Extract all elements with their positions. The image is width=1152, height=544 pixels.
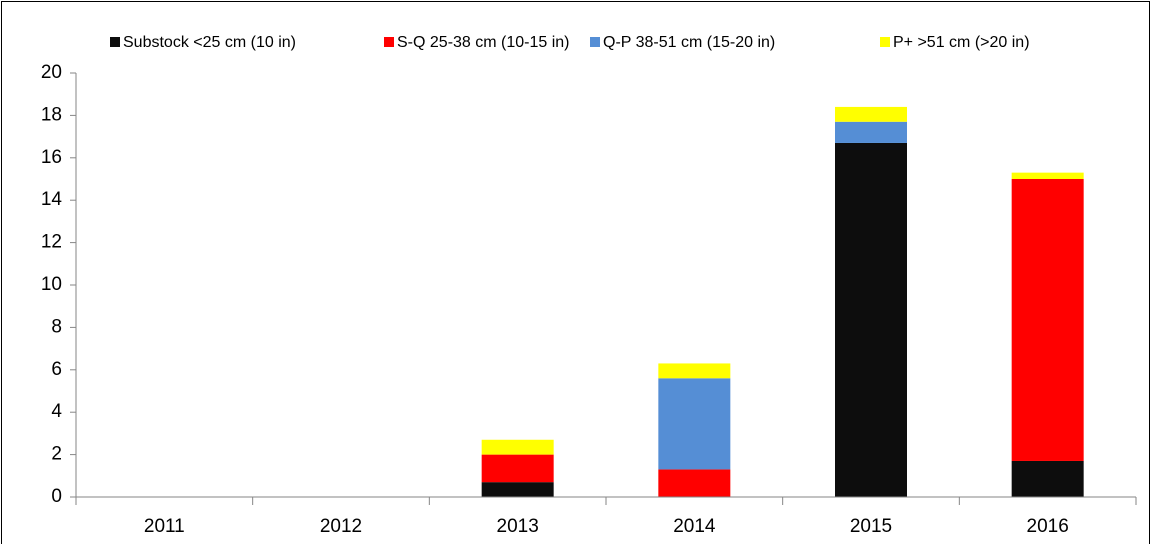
- legend-swatch: [880, 37, 890, 47]
- x-tick-label: 2012: [320, 516, 362, 537]
- bar-segment: [1011, 179, 1084, 461]
- legend-swatch: [110, 37, 120, 47]
- x-tick-label: 2015: [850, 516, 892, 537]
- bar-segment: [658, 378, 731, 470]
- bar-segment: [658, 469, 731, 497]
- y-tick-label: 20: [41, 62, 62, 83]
- bar-segment: [481, 454, 554, 483]
- bar-segment: [835, 106, 907, 122]
- legend-label: Substock <25 cm (10 in): [123, 34, 296, 51]
- bar-segment: [481, 439, 554, 455]
- y-tick-label: 0: [51, 486, 62, 507]
- x-tick-label: 2011: [144, 516, 185, 537]
- bar-segment: [835, 142, 907, 497]
- legend-label: S-Q 25-38 cm (10-15 in): [397, 34, 570, 51]
- x-tick-label: 2016: [1027, 516, 1069, 537]
- y-tick-label: 12: [41, 232, 62, 253]
- x-tick-label: 2014: [673, 516, 716, 537]
- bar-segment: [835, 121, 907, 143]
- bar-segment: [658, 363, 731, 379]
- y-tick-label: 16: [41, 147, 62, 168]
- legend-label: Q-P 38-51 cm (15-20 in): [603, 34, 775, 51]
- legend-swatch: [384, 37, 394, 47]
- bar-segment: [1011, 172, 1084, 179]
- x-tick-label: 2013: [497, 516, 539, 537]
- y-tick-label: 14: [41, 189, 63, 210]
- y-tick-label: 6: [51, 359, 62, 380]
- y-tick-label: 2: [51, 444, 62, 465]
- bar-segment: [481, 482, 554, 497]
- bar-segment: [1011, 460, 1084, 497]
- y-tick-label: 4: [51, 401, 62, 422]
- y-tick-label: 18: [41, 104, 62, 125]
- y-tick-label: 10: [41, 274, 62, 295]
- y-tick-label: 8: [51, 316, 62, 337]
- legend-label: P+ >51 cm (>20 in): [893, 34, 1030, 51]
- legend-swatch: [590, 37, 600, 47]
